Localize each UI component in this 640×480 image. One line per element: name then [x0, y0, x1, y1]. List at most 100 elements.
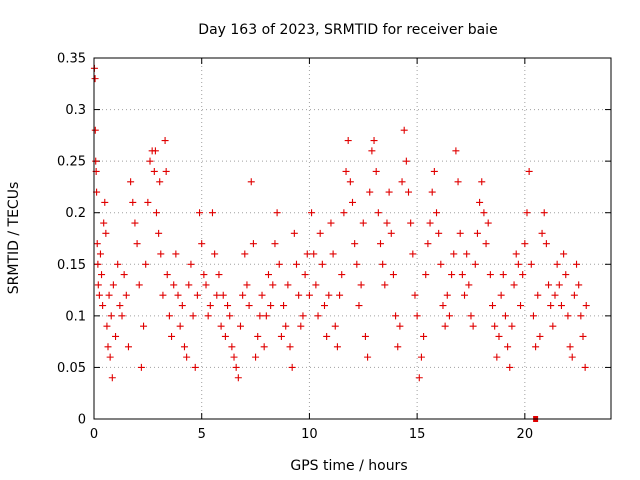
data-point: [344, 137, 352, 145]
data-point: [150, 167, 158, 175]
data-point: [364, 353, 372, 361]
data-point: [338, 271, 346, 279]
x-tick-label: 20: [517, 427, 534, 442]
data-point: [206, 302, 214, 310]
data-point: [165, 312, 173, 320]
data-point: [273, 209, 281, 217]
data-point: [202, 281, 210, 289]
data-point: [168, 332, 176, 340]
data-point: [135, 281, 143, 289]
data-point: [482, 240, 490, 248]
x-tick-label: 0: [90, 427, 98, 442]
data-point: [180, 343, 188, 351]
data-point: [329, 250, 337, 258]
data-point: [189, 312, 197, 320]
data-point: [286, 343, 294, 351]
data-point: [458, 271, 466, 279]
data-point: [497, 291, 505, 299]
data-point: [573, 260, 581, 268]
data-point: [133, 240, 141, 248]
data-point: [288, 363, 296, 371]
data-point: [495, 332, 503, 340]
data-point: [417, 353, 425, 361]
data-point: [208, 209, 216, 217]
data-point: [108, 374, 116, 382]
data-point: [402, 157, 410, 165]
data-point: [107, 312, 115, 320]
data-point: [433, 209, 441, 217]
data-point: [387, 229, 395, 237]
data-point: [336, 291, 344, 299]
data-point: [385, 188, 393, 196]
data-point: [389, 271, 397, 279]
data-point: [91, 75, 99, 83]
data-point: [370, 137, 378, 145]
data-point: [353, 260, 361, 268]
data-point: [295, 291, 303, 299]
data-point: [532, 343, 540, 351]
data-point: [411, 291, 419, 299]
data-point: [94, 260, 102, 268]
data-point: [178, 302, 186, 310]
data-point: [461, 291, 469, 299]
data-point: [118, 312, 126, 320]
data-point: [555, 281, 563, 289]
data-point: [267, 302, 275, 310]
data-point: [151, 147, 159, 155]
data-point: [152, 209, 160, 217]
data-point: [454, 178, 462, 186]
data-point: [331, 322, 339, 330]
data-point: [469, 322, 477, 330]
data-point: [445, 312, 453, 320]
data-point: [282, 322, 290, 330]
grid-layer: [94, 58, 611, 419]
data-point: [320, 302, 328, 310]
data-point: [299, 312, 307, 320]
data-point: [368, 147, 376, 155]
data-point: [510, 281, 518, 289]
data-point: [213, 291, 221, 299]
data-point: [484, 219, 492, 227]
data-point: [422, 271, 430, 279]
data-point: [187, 260, 195, 268]
plot-frame: [93, 57, 612, 420]
data-point: [420, 332, 428, 340]
data-point: [101, 198, 109, 206]
data-point: [430, 167, 438, 175]
data-point: [377, 240, 385, 248]
data-point: [582, 302, 590, 310]
data-point: [581, 363, 589, 371]
data-point: [228, 343, 236, 351]
data-point: [540, 209, 548, 217]
data-point: [290, 229, 298, 237]
data-point: [463, 250, 471, 258]
data-point: [542, 240, 550, 248]
data-point: [91, 126, 99, 134]
data-point: [275, 260, 283, 268]
data-point: [241, 250, 249, 258]
data-point: [372, 167, 380, 175]
data-point: [258, 291, 266, 299]
data-point: [247, 178, 255, 186]
data-point: [116, 302, 124, 310]
data-point: [256, 312, 264, 320]
data-point: [159, 291, 167, 299]
y-tick-label: 0.2: [65, 206, 86, 221]
y-tick-label: 0.25: [57, 155, 86, 170]
data-point: [473, 229, 481, 237]
data-point: [102, 229, 110, 237]
data-point: [437, 260, 445, 268]
tick-layer: 0 5 10 15 20 0 0.05 0.1 0.15 0.2 0.25 0.3 0.35: [57, 52, 611, 442]
data-point: [452, 147, 460, 155]
data-point: [129, 198, 137, 206]
data-point: [521, 240, 529, 248]
data-point: [491, 322, 499, 330]
data-point: [137, 363, 145, 371]
data-point: [351, 240, 359, 248]
data-point: [103, 322, 111, 330]
data-point: [106, 353, 114, 361]
data-point: [236, 322, 244, 330]
data-point: [441, 322, 449, 330]
data-point: [127, 178, 135, 186]
